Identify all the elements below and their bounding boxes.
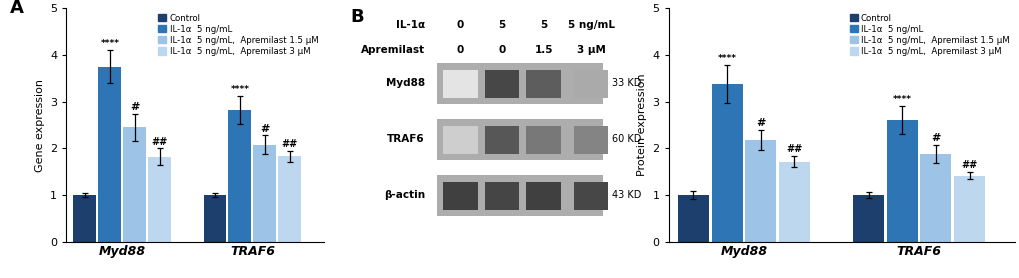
- Text: #: #: [755, 118, 764, 128]
- Text: #: #: [930, 133, 940, 143]
- Bar: [278, 157, 302, 242]
- Text: A: A: [10, 0, 23, 17]
- Bar: [204, 195, 226, 242]
- Text: 33 KD: 33 KD: [611, 78, 641, 88]
- Bar: [443, 126, 477, 153]
- Bar: [745, 140, 775, 242]
- Text: ****: ****: [100, 39, 119, 48]
- Text: 0: 0: [457, 20, 464, 30]
- Text: ****: ****: [892, 95, 911, 104]
- Text: ##: ##: [281, 139, 298, 149]
- Bar: [253, 145, 276, 242]
- Bar: [123, 127, 146, 242]
- Bar: [779, 162, 809, 242]
- Bar: [574, 126, 607, 153]
- Bar: [436, 175, 602, 216]
- Bar: [436, 119, 602, 160]
- Bar: [148, 157, 171, 242]
- Text: ****: ****: [230, 85, 250, 94]
- Text: 43 KD: 43 KD: [611, 190, 641, 200]
- Bar: [484, 70, 519, 98]
- Y-axis label: Protein expression: Protein expression: [636, 74, 646, 177]
- Bar: [886, 120, 917, 242]
- Text: β-actin: β-actin: [383, 190, 424, 200]
- Bar: [526, 182, 560, 210]
- Text: 1.5: 1.5: [534, 45, 552, 55]
- Text: 3 μM: 3 μM: [576, 45, 605, 55]
- Text: IL-1α: IL-1α: [395, 20, 424, 30]
- Bar: [98, 67, 121, 242]
- Bar: [436, 63, 602, 104]
- Y-axis label: Gene expression: Gene expression: [35, 79, 45, 172]
- Text: #: #: [130, 103, 140, 113]
- Text: 5: 5: [498, 20, 505, 30]
- Text: 0: 0: [498, 45, 505, 55]
- Text: #: #: [260, 123, 269, 133]
- Bar: [484, 182, 519, 210]
- Text: ##: ##: [152, 136, 168, 147]
- Text: 5: 5: [539, 20, 546, 30]
- Bar: [574, 182, 607, 210]
- Text: 0: 0: [457, 45, 464, 55]
- Text: ##: ##: [961, 160, 977, 170]
- Bar: [919, 154, 951, 242]
- Text: B: B: [351, 8, 364, 26]
- Bar: [853, 195, 883, 242]
- Bar: [574, 70, 607, 98]
- Bar: [443, 182, 477, 210]
- Bar: [678, 195, 708, 242]
- Text: Myd88: Myd88: [385, 78, 424, 88]
- Bar: [953, 175, 984, 242]
- Text: TRAF6: TRAF6: [387, 134, 424, 144]
- Legend: Control, IL-1α  5 ng/mL, IL-1α  5 ng/mL,  Apremilast 1.5 μM, IL-1α  5 ng/mL,  Ap: Control, IL-1α 5 ng/mL, IL-1α 5 ng/mL, A…: [158, 13, 319, 57]
- Text: ##: ##: [786, 144, 802, 154]
- Bar: [73, 195, 96, 242]
- Bar: [526, 70, 560, 98]
- Legend: Control, IL-1α  5 ng/mL, IL-1α  5 ng/mL,  Apremilast 1.5 μM, IL-1α  5 ng/mL,  Ap: Control, IL-1α 5 ng/mL, IL-1α 5 ng/mL, A…: [848, 13, 1010, 57]
- Bar: [443, 70, 477, 98]
- Text: Apremilast: Apremilast: [361, 45, 424, 55]
- Bar: [711, 84, 742, 242]
- Text: 60 KD: 60 KD: [611, 134, 641, 144]
- Bar: [526, 126, 560, 153]
- Bar: [484, 126, 519, 153]
- Text: ****: ****: [717, 54, 736, 63]
- Text: 5 ng/mL: 5 ng/mL: [567, 20, 614, 30]
- Bar: [228, 110, 252, 242]
